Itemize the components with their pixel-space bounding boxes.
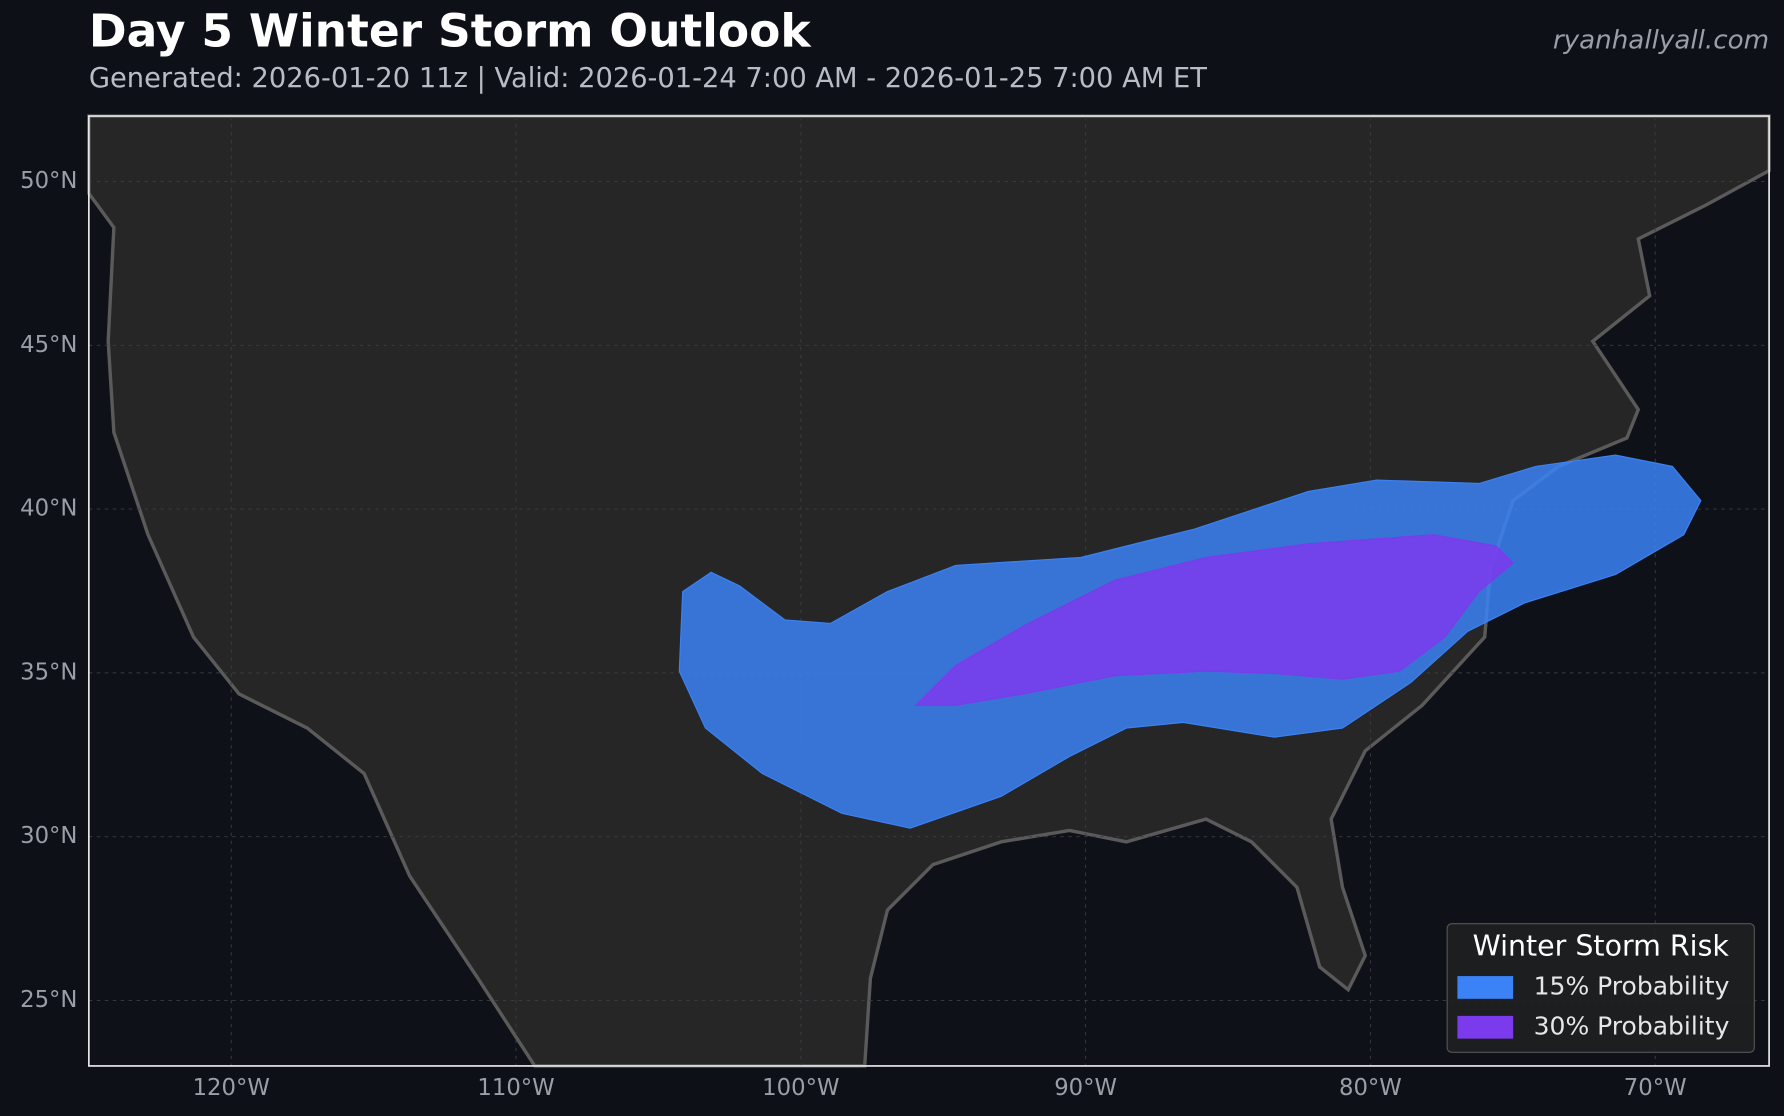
- legend-swatch: [1457, 976, 1514, 999]
- y-tick-label: 40°N: [20, 496, 77, 522]
- legend-title: Winter Storm Risk: [1473, 930, 1730, 963]
- grid: [88, 116, 1770, 1066]
- x-tick-label: 70°W: [1624, 1075, 1687, 1101]
- legend-label: 15% Probability: [1534, 971, 1730, 1000]
- legend-box: [1446, 923, 1755, 1053]
- x-tick-label: 80°W: [1339, 1075, 1402, 1101]
- watermark: ryanhallyall.com: [1553, 25, 1769, 55]
- title: Day 5 Winter Storm Outlook: [89, 5, 813, 58]
- y-tick-label: 30°N: [20, 823, 77, 849]
- y-tick-label: 45°N: [20, 332, 77, 358]
- x-tick-label: 90°W: [1054, 1075, 1117, 1101]
- y-tick-label: 35°N: [20, 659, 77, 685]
- legend: Winter Storm Risk 15% Probability 30% Pro…: [1446, 923, 1755, 1053]
- x-tick-label: 100°W: [762, 1075, 839, 1101]
- y-tick-label: 50°N: [20, 168, 77, 194]
- risk-30-area: [914, 534, 1514, 706]
- plot-frame: [87, 115, 1770, 1067]
- x-tick-label: 120°W: [193, 1075, 270, 1101]
- legend-label: 30% Probability: [1534, 1011, 1730, 1040]
- subtitle: Generated: 2026-01-20 11z | Valid: 2026-…: [89, 63, 1207, 94]
- x-tick-label: 110°W: [477, 1075, 554, 1101]
- legend-swatch: [1457, 1015, 1514, 1039]
- y-tick-label: 25°N: [20, 987, 77, 1013]
